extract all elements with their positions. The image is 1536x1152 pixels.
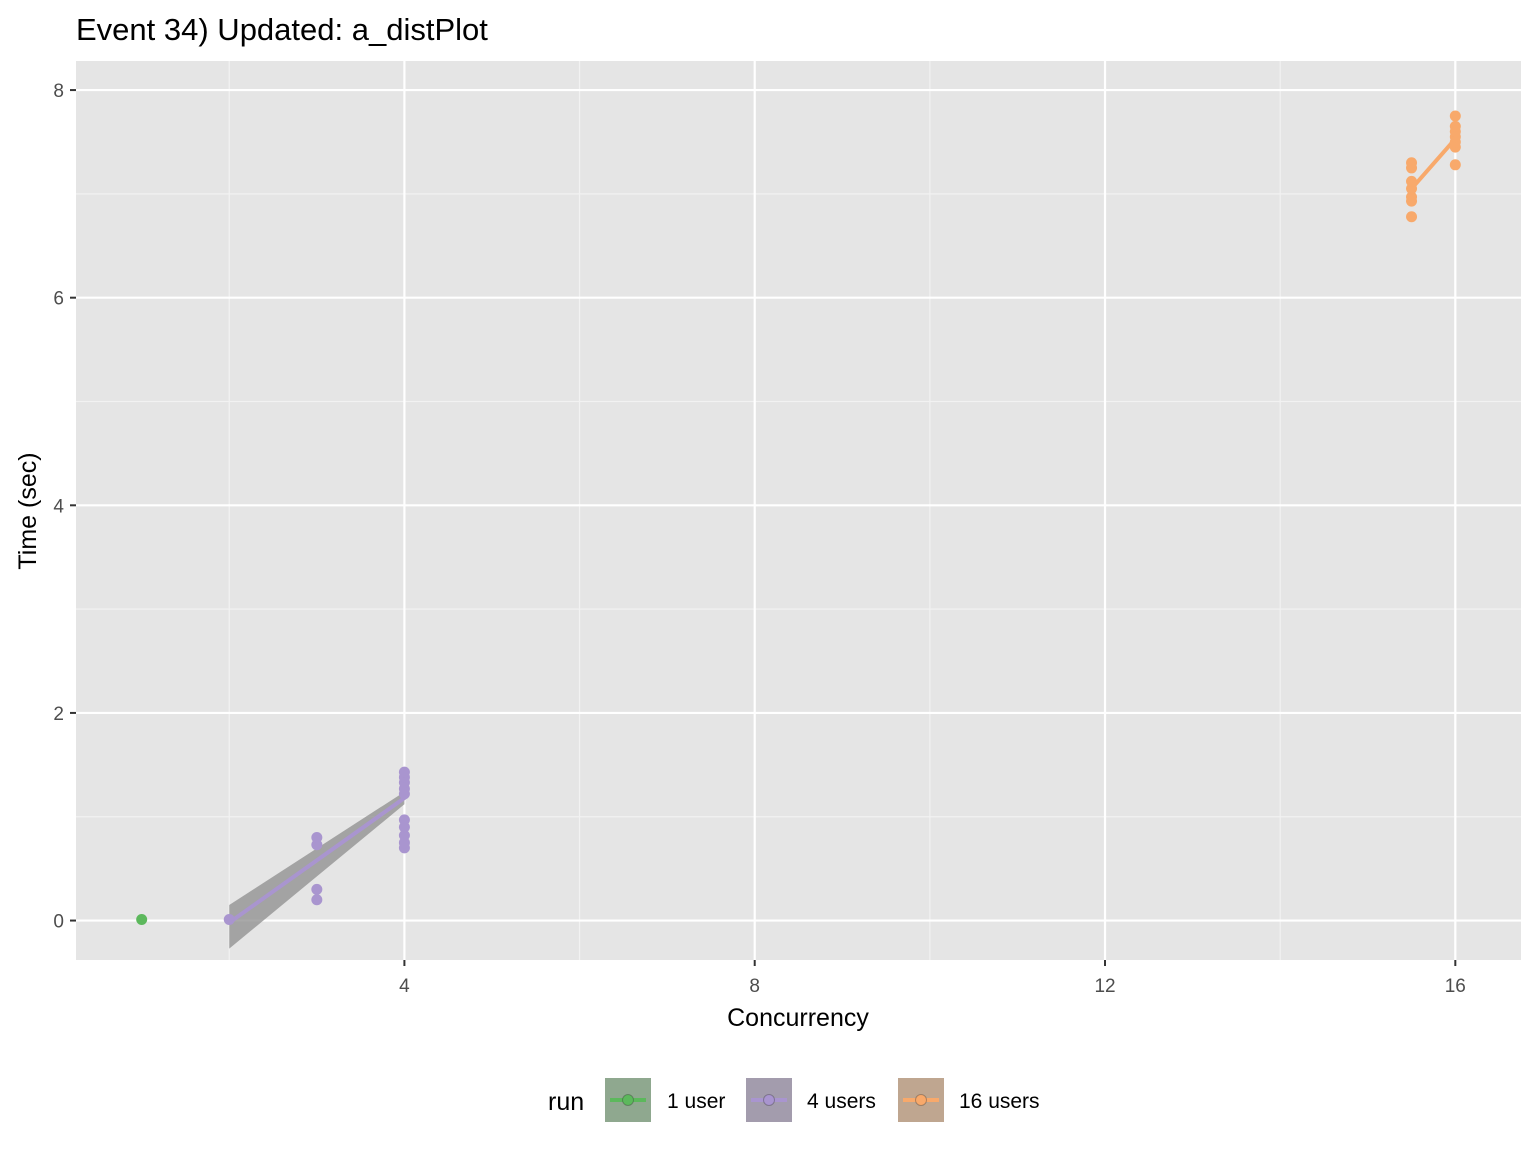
y-tick-label: 0 (53, 912, 64, 933)
x-tick-label: 8 (749, 976, 760, 997)
legend-title: run (548, 1088, 584, 1116)
x-axis-title: Concurrency (727, 1004, 869, 1032)
data-point-series-1 (311, 832, 323, 844)
data-point-series-1 (223, 914, 235, 926)
major-gridlines (76, 61, 1521, 960)
data-point-series-2 (1406, 157, 1418, 169)
data-point-series-1 (398, 829, 410, 841)
axes: 4 8 12 16 0 2 4 6 8 (53, 81, 1465, 997)
legend-label-0: 1 user (667, 1090, 725, 1113)
chart-title: Event 34) Updated: a_distPlot (76, 12, 488, 47)
y-tick-label: 2 (53, 704, 64, 725)
data-point-series-2 (1449, 159, 1461, 171)
plot-panel (76, 61, 1521, 960)
data-point-series-0 (136, 914, 148, 926)
trend-line-series-1 (227, 796, 407, 925)
y-tick-label: 4 (53, 496, 64, 517)
legend: run 1 user 4 users 16 users (548, 1078, 1040, 1122)
y-tick-label: 8 (53, 81, 64, 102)
legend-key-point-2 (915, 1094, 927, 1106)
data-point-series-2 (1449, 110, 1461, 122)
minor-gridlines (76, 61, 1521, 960)
legend-label-1: 4 users (807, 1090, 876, 1113)
data-point-series-2 (1406, 191, 1418, 203)
x-tick-label: 4 (399, 976, 410, 997)
data-point-series-2 (1406, 211, 1418, 223)
data-point-series-2 (1449, 120, 1461, 132)
data-points (136, 110, 1461, 926)
legend-key-point-1 (763, 1094, 775, 1106)
trend-line-series-2 (1409, 136, 1458, 191)
x-tick-label: 16 (1445, 976, 1466, 997)
x-tick-label: 12 (1094, 976, 1115, 997)
data-point-series-1 (311, 894, 323, 906)
legend-label-2: 16 users (959, 1090, 1040, 1113)
data-point-series-1 (398, 766, 410, 778)
y-axis-title: Time (sec) (14, 452, 42, 569)
y-tick-label: 6 (53, 289, 64, 310)
trend-lines (227, 136, 1458, 925)
data-point-series-2 (1406, 175, 1418, 187)
legend-key-point-0 (622, 1094, 634, 1106)
data-point-series-1 (398, 814, 410, 826)
data-point-series-1 (311, 883, 323, 895)
